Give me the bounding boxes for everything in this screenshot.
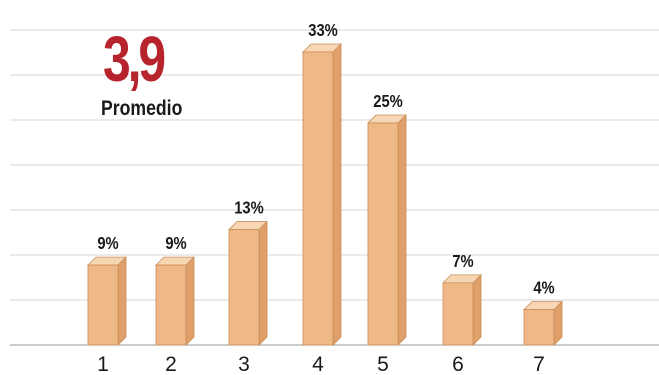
x-tick-label: 4 (312, 353, 324, 375)
x-tick-label: 7 (533, 353, 545, 375)
value-label: 25% (373, 92, 403, 112)
bar-side (185, 256, 195, 346)
bar-1 (87, 256, 127, 346)
bar-5 (367, 114, 407, 346)
bar-4 (302, 43, 342, 346)
bar-side (332, 43, 342, 346)
bar-front (442, 282, 474, 346)
bar-side (472, 273, 482, 346)
value-label: 7% (452, 252, 474, 272)
bar-front (523, 309, 555, 346)
x-tick-label: 6 (452, 353, 464, 375)
bar-6 (442, 273, 482, 346)
x-axis-ticks: 1 2 3 4 5 6 7 (97, 353, 545, 375)
bar-front (302, 51, 334, 346)
bar-3 (228, 220, 268, 346)
value-label: 9% (165, 234, 187, 254)
value-label: 33% (308, 21, 338, 41)
bar-side (397, 114, 407, 346)
bar-front (367, 122, 399, 346)
bar-front (228, 229, 260, 346)
value-label: 13% (234, 198, 264, 218)
bar-2 (155, 256, 195, 346)
average-label: Promedio (101, 97, 183, 120)
x-tick-label: 5 (377, 353, 389, 375)
value-label: 9% (97, 234, 119, 254)
bar-7 (523, 300, 563, 346)
bar-front (87, 264, 119, 346)
x-tick-label: 2 (165, 353, 177, 375)
bar-side (117, 256, 127, 346)
x-tick-label: 3 (238, 353, 250, 375)
bar-side (258, 220, 268, 346)
value-label: 4% (533, 278, 555, 298)
bar-front (155, 264, 187, 346)
x-tick-label: 1 (97, 353, 109, 375)
value-labels: 9% 9% 13% 33% 25% 7% 4% (97, 21, 555, 298)
bars (87, 43, 563, 346)
average-value: 3,9 (103, 23, 166, 95)
